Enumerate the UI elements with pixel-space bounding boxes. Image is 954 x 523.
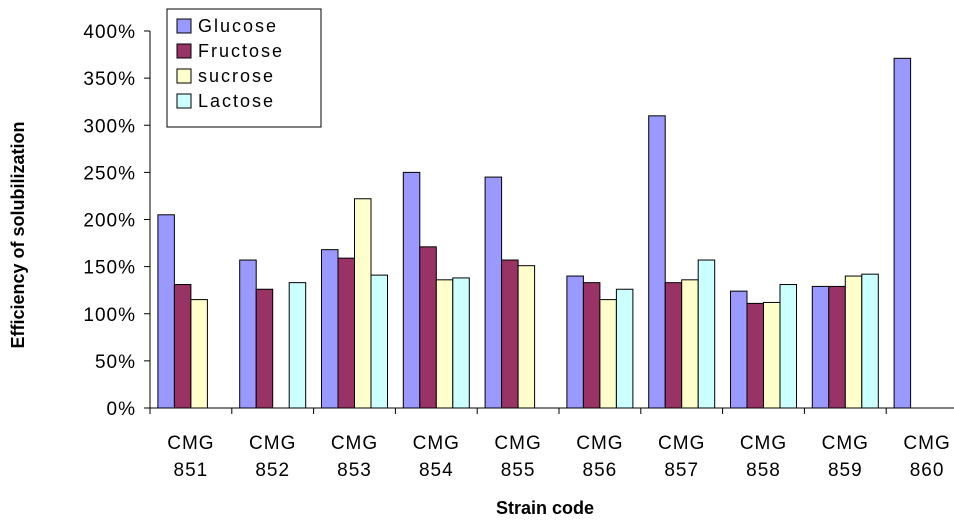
bar-glucose-cmg-856 <box>566 275 584 409</box>
y-tick-label: 0% <box>107 399 136 420</box>
legend-swatch-fructose <box>176 43 192 59</box>
bar-glucose-cmg-858 <box>730 290 748 409</box>
x-tick-label: CMG 852 <box>249 433 296 481</box>
legend-box <box>166 8 322 128</box>
bar-lactose-cmg-854 <box>452 277 470 409</box>
bar-lactose-cmg-852 <box>288 282 307 409</box>
bar-glucose-cmg-859 <box>811 285 830 409</box>
bar-lactose-cmg-858 <box>779 284 797 409</box>
bar-sucrose-cmg-859 <box>844 275 863 409</box>
x-tick-label: CMG 858 <box>740 433 787 481</box>
y-tick-labels: 0% 50% 100% 150% 200% 250% 300% 350% 400% <box>83 22 136 420</box>
bar-fructose-cmg-856 <box>582 282 601 409</box>
legend-label-glucose: Glucose <box>198 16 278 36</box>
legend: Glucose Fructose sucrose Lactose <box>166 8 322 128</box>
legend-swatch-lactose <box>176 93 192 109</box>
bar-fructose-cmg-855 <box>501 259 519 409</box>
bar-sucrose-cmg-853 <box>354 198 372 409</box>
x-tick-label: CMG 851 <box>167 433 214 481</box>
legend-swatch-sucrose <box>176 68 192 84</box>
bar-glucose-cmg-854 <box>402 171 421 409</box>
bar-glucose-cmg-857 <box>648 115 666 409</box>
x-tick-label: CMG 860 <box>903 433 950 481</box>
bar-glucose-cmg-852 <box>239 259 257 409</box>
bar-glucose-cmg-851 <box>157 214 175 409</box>
y-tick-label: 150% <box>83 258 136 279</box>
legend-swatch-glucose <box>176 18 192 34</box>
bar-sucrose-cmg-855 <box>517 265 536 409</box>
axes-group <box>144 30 954 414</box>
y-tick-label: 200% <box>83 211 136 232</box>
bar-fructose-cmg-857 <box>664 282 683 409</box>
y-tick-label: 350% <box>83 69 136 90</box>
y-tick-label: 100% <box>83 305 136 326</box>
x-axis-title: Strain code <box>496 498 594 518</box>
bar-lactose-cmg-856 <box>615 288 634 409</box>
x-tick-label: CMG 859 <box>822 433 869 481</box>
legend-label-lactose: Lactose <box>198 91 275 111</box>
x-tick-labels: CMG 851 CMG 852 CMG 853 CMG 854 CMG 855 CMG 856 CMG 8… <box>167 433 950 481</box>
bar-fructose-cmg-854 <box>419 246 437 409</box>
x-tick-label: CMG 853 <box>331 433 378 481</box>
x-tick-label: CMG 856 <box>576 433 623 481</box>
bar-fructose-cmg-859 <box>828 285 846 409</box>
bar-lactose-cmg-859 <box>861 273 879 409</box>
bar-fructose-cmg-851 <box>173 284 192 409</box>
y-tick-label: 50% <box>95 352 136 373</box>
bars-group <box>157 57 912 409</box>
y-tick-label: 400% <box>83 22 136 43</box>
y-axis-title: Efficiency of solubilization <box>8 121 28 348</box>
bar-sucrose-cmg-854 <box>435 279 454 409</box>
legend-label-fructose: Fructose <box>198 41 284 61</box>
bar-glucose-cmg-860 <box>893 57 912 409</box>
legend-label-sucrose: sucrose <box>198 66 275 86</box>
y-tick-label: 300% <box>83 116 136 137</box>
bar-lactose-cmg-853 <box>370 274 388 409</box>
bar-sucrose-cmg-851 <box>190 299 208 409</box>
x-tick-label: CMG 855 <box>494 433 541 481</box>
x-tick-label: CMG 857 <box>658 433 705 481</box>
bar-glucose-cmg-853 <box>321 249 339 409</box>
bar-fructose-cmg-858 <box>746 302 764 409</box>
bar-sucrose-cmg-856 <box>599 299 617 409</box>
bar-glucose-cmg-855 <box>484 176 503 409</box>
bar-fructose-cmg-852 <box>255 288 274 409</box>
x-tick-label: CMG 854 <box>413 433 460 481</box>
bar-lactose-cmg-857 <box>697 259 716 409</box>
bar-sucrose-cmg-858 <box>763 301 781 409</box>
bar-sucrose-cmg-857 <box>681 279 699 409</box>
bar-fructose-cmg-853 <box>337 257 355 409</box>
y-tick-label: 250% <box>83 163 136 184</box>
